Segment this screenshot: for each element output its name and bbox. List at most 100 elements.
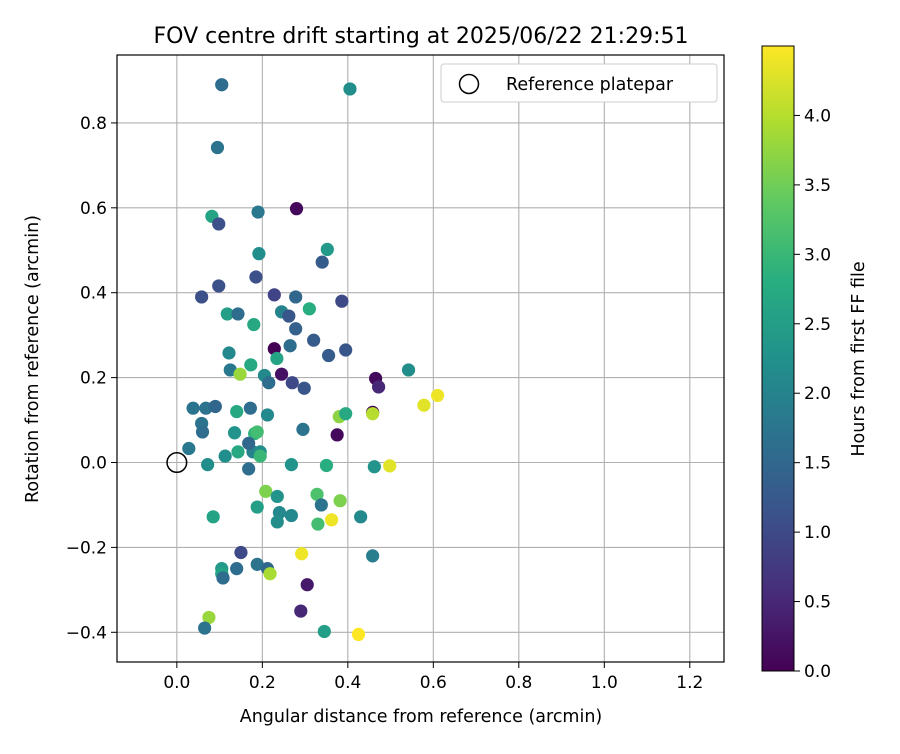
data-point bbox=[315, 255, 329, 269]
data-point bbox=[330, 428, 344, 442]
data-point bbox=[307, 333, 321, 347]
y-tick-label: 0.0 bbox=[80, 453, 107, 473]
data-point bbox=[206, 510, 220, 524]
data-point bbox=[339, 407, 353, 421]
data-point bbox=[182, 441, 196, 456]
y-tick-label: 0.4 bbox=[80, 284, 107, 304]
colorbar-tick-label: 3.0 bbox=[804, 245, 831, 265]
colorbar: 0.0 0.5 1.0 1.5 2.0 2.5 3.0 3.5 4.0 Hours from f… bbox=[761, 45, 869, 682]
legend-label-reference-platepar: Reference platepar bbox=[506, 75, 674, 95]
data-point bbox=[295, 547, 309, 561]
data-point bbox=[195, 425, 210, 439]
data-point bbox=[343, 82, 357, 96]
y-tick-label: 0.6 bbox=[80, 199, 107, 219]
data-point bbox=[294, 604, 308, 618]
data-point bbox=[417, 398, 431, 412]
data-point bbox=[231, 307, 245, 321]
colorbar-tick-label: 2.5 bbox=[804, 315, 831, 335]
data-point bbox=[274, 367, 289, 381]
data-point bbox=[311, 517, 325, 531]
legend: Reference platepar bbox=[440, 63, 718, 103]
data-point bbox=[324, 513, 339, 527]
colorbar-label: Hours from first FF file bbox=[849, 261, 869, 456]
data-point bbox=[317, 624, 331, 639]
data-point bbox=[259, 484, 273, 498]
chart-title: FOV centre drift starting at 2025/06/22 … bbox=[154, 24, 689, 49]
data-point bbox=[251, 205, 265, 219]
data-point bbox=[218, 449, 232, 463]
data-point bbox=[227, 426, 242, 440]
data-point bbox=[242, 462, 256, 476]
x-axis-ticks: 0.0 0.2 0.4 0.6 0.8 1.0 1.2 bbox=[163, 662, 703, 693]
data-point bbox=[234, 545, 248, 560]
colorbar-tick-label: 0.5 bbox=[804, 593, 831, 613]
data-point bbox=[289, 322, 303, 336]
data-point bbox=[430, 388, 445, 403]
legend-box bbox=[440, 63, 718, 103]
data-point bbox=[354, 510, 368, 524]
data-point bbox=[253, 449, 267, 463]
data-point bbox=[297, 381, 311, 395]
data-point bbox=[263, 567, 277, 581]
data-point bbox=[267, 288, 281, 302]
y-tick-label: −0.4 bbox=[66, 623, 107, 643]
colorbar-tick-label: 4.0 bbox=[804, 106, 831, 126]
x-tick-label: 0.8 bbox=[505, 673, 532, 693]
x-tick-label: 0.6 bbox=[420, 673, 447, 693]
data-point bbox=[249, 270, 263, 284]
y-tick-label: 0.8 bbox=[80, 114, 107, 134]
y-tick-label: 0.2 bbox=[80, 369, 107, 389]
y-axis-ticks: −0.4 −0.2 0.0 0.2 0.4 0.6 0.8 bbox=[66, 114, 117, 643]
grid bbox=[117, 55, 724, 662]
data-point bbox=[300, 578, 314, 592]
data-point bbox=[335, 294, 349, 308]
data-point bbox=[222, 346, 236, 360]
reference-platepar-marker bbox=[166, 451, 188, 474]
legend-marker-open-circle bbox=[458, 73, 480, 95]
data-point bbox=[270, 515, 284, 529]
data-point bbox=[230, 562, 244, 576]
data-point bbox=[270, 351, 284, 366]
data-point bbox=[284, 458, 299, 472]
data-point bbox=[250, 557, 264, 571]
data-point bbox=[302, 302, 316, 316]
data-point bbox=[351, 627, 366, 642]
data-point bbox=[252, 247, 266, 261]
data-point bbox=[401, 363, 416, 377]
x-tick-label: 0.4 bbox=[334, 673, 361, 693]
data-point bbox=[333, 494, 347, 508]
data-point bbox=[220, 307, 234, 321]
data-point bbox=[366, 549, 380, 563]
data-points bbox=[166, 78, 445, 642]
colorbar-tick-label: 1.5 bbox=[804, 454, 831, 474]
data-point bbox=[314, 498, 328, 512]
data-point bbox=[372, 380, 386, 394]
x-tick-label: 1.2 bbox=[676, 673, 703, 693]
data-point bbox=[321, 348, 336, 363]
data-point bbox=[283, 339, 297, 353]
data-point bbox=[244, 358, 258, 372]
plot-frame bbox=[116, 54, 725, 663]
data-point bbox=[250, 425, 264, 439]
data-point bbox=[282, 309, 296, 323]
data-point bbox=[367, 460, 381, 474]
data-point bbox=[296, 422, 310, 436]
data-point bbox=[310, 487, 324, 501]
data-point bbox=[216, 571, 230, 585]
data-point bbox=[383, 459, 397, 473]
data-point bbox=[230, 404, 244, 419]
data-point bbox=[339, 343, 353, 357]
y-axis-label: Rotation from reference (arcmin) bbox=[23, 215, 43, 503]
data-point bbox=[242, 436, 256, 450]
data-point bbox=[212, 217, 226, 231]
colorbar-tick-label: 1.0 bbox=[804, 523, 831, 543]
colorbar-tick-label: 0.0 bbox=[804, 662, 831, 682]
data-point bbox=[201, 458, 215, 472]
colorbar-tick-label: 2.0 bbox=[804, 384, 831, 404]
data-point bbox=[289, 290, 303, 304]
data-point bbox=[215, 78, 229, 92]
data-point bbox=[198, 621, 212, 635]
data-point bbox=[233, 367, 247, 381]
data-point bbox=[195, 290, 209, 304]
